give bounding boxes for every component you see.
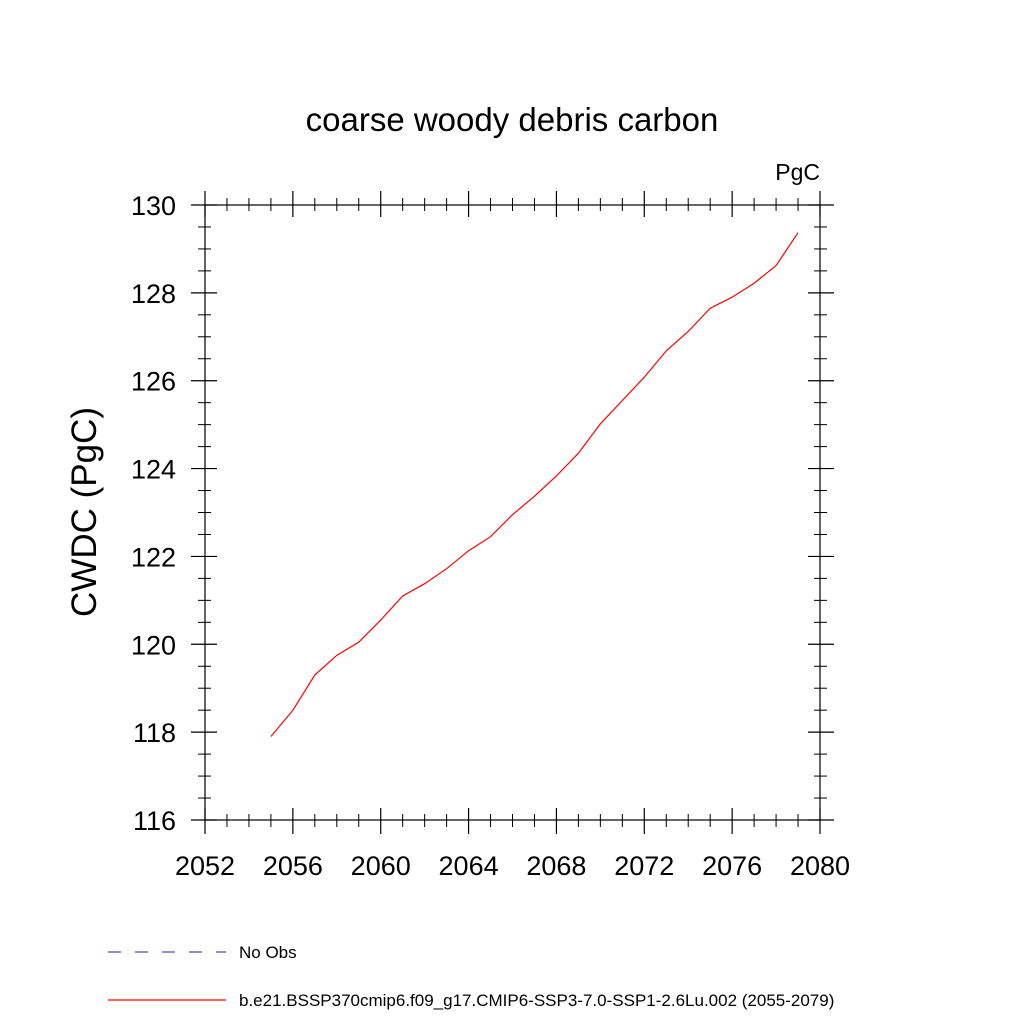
y-tick-label: 124	[131, 455, 176, 485]
x-tick-label: 2064	[439, 851, 499, 881]
x-axis-tick-labels: 2052 2056 2060 2064 2068 2072 2076 2080	[175, 851, 850, 881]
y-axis-label: CWDC (PgC)	[65, 407, 104, 617]
series-lines	[270, 232, 799, 737]
y-tick-label: 120	[131, 630, 176, 660]
x-tick-label: 2060	[351, 851, 411, 881]
legend: No Obs b.e21.BSSP370cmip6.f09_g17.CMIP6-S…	[108, 943, 834, 1010]
axis-ticks	[191, 191, 834, 834]
legend-label: No Obs	[239, 943, 297, 962]
plot-frame	[204, 204, 821, 821]
units-label: PgC	[775, 159, 820, 185]
y-tick-label: 116	[133, 806, 176, 836]
x-tick-label: 2076	[702, 851, 762, 881]
y-tick-label: 130	[131, 191, 176, 221]
x-tick-label: 2052	[175, 851, 235, 881]
x-tick-label: 2072	[614, 851, 674, 881]
chart-title: coarse woody debris carbon	[306, 101, 719, 138]
x-tick-label: 2080	[790, 851, 850, 881]
legend-label: b.e21.BSSP370cmip6.f09_g17.CMIP6-SSP3-7.…	[239, 991, 834, 1010]
x-tick-label: 2068	[526, 851, 586, 881]
y-axis-tick-labels: 116 118 120 122 124 126 128 130	[131, 191, 176, 836]
x-tick-label: 2056	[263, 851, 323, 881]
y-tick-label: 126	[131, 367, 176, 397]
series-line	[270, 232, 799, 737]
y-tick-label: 128	[131, 279, 176, 309]
y-tick-label: 122	[131, 542, 176, 572]
y-tick-label: 118	[133, 718, 176, 748]
